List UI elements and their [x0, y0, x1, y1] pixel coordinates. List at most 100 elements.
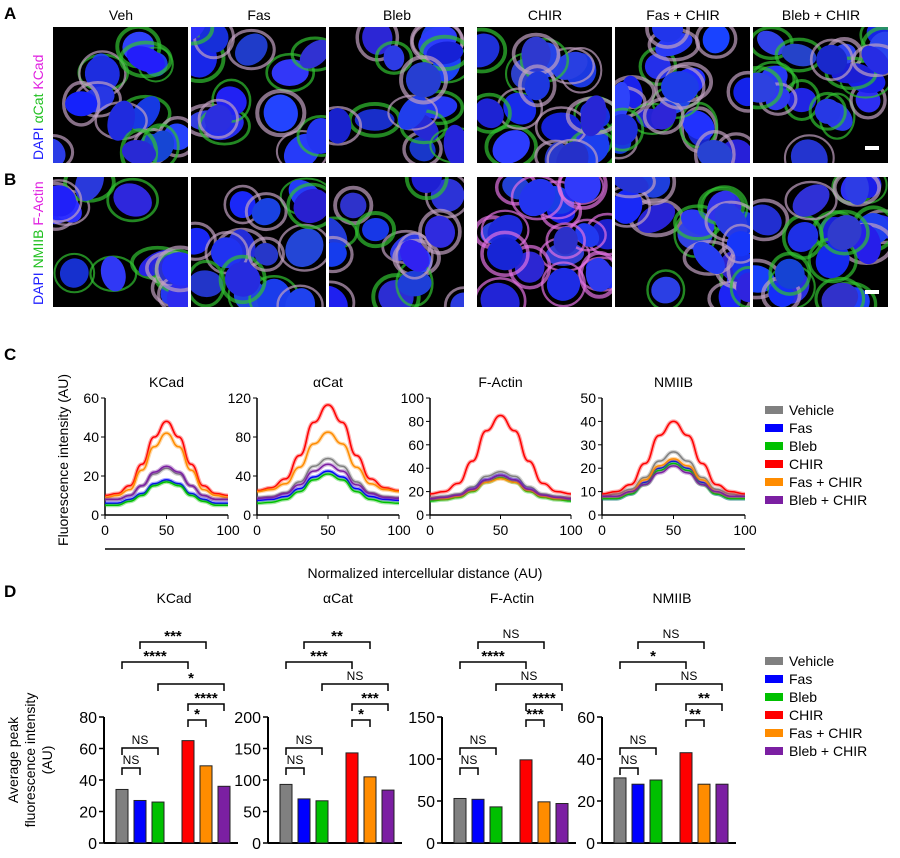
significance-bracket — [459, 767, 479, 775]
chart-title: KCad — [156, 590, 191, 606]
significance-bracket — [351, 719, 371, 727]
chart-title: αCat — [313, 374, 343, 390]
significance-bracket — [285, 747, 323, 755]
y-tick-label: 40 — [79, 773, 97, 790]
y-tick-label: 20 — [408, 484, 424, 500]
significance-label: **** — [532, 690, 556, 707]
series-line — [256, 473, 400, 505]
stain-label: DAPI — [30, 127, 46, 160]
bar — [381, 789, 395, 844]
y-tick-label: 0 — [243, 507, 251, 523]
significance-bracket — [187, 719, 207, 727]
series-line — [429, 474, 572, 500]
y-tick-label: 120 — [228, 390, 252, 406]
y-tick-label: 20 — [580, 460, 596, 476]
significance-label: NS — [630, 733, 647, 747]
panel-label-c: C — [4, 345, 17, 364]
significance-bracket — [139, 641, 207, 649]
bar — [537, 801, 551, 844]
significance-label: NS — [621, 753, 638, 767]
x-tick-label: 50 — [493, 522, 509, 538]
x-tick-label: 0 — [253, 522, 261, 538]
significance-label: NS — [470, 733, 487, 747]
y-tick-label: 50 — [580, 390, 596, 406]
legend-label: Fas + CHIR — [789, 725, 863, 741]
chart-title: KCad — [149, 374, 184, 390]
bar — [697, 783, 711, 844]
micrograph — [615, 27, 750, 163]
y-tick-label: 0 — [91, 507, 99, 523]
bar — [631, 783, 645, 844]
bar — [679, 752, 693, 844]
y-axis-label: Average peakfluorescence intensity(AU) — [5, 693, 55, 828]
legend-label: Fas + CHIR — [789, 474, 863, 490]
significance-bracket — [619, 767, 639, 775]
micrograph — [53, 177, 188, 307]
significance-bracket — [285, 661, 353, 669]
stain-row-label: DAPI NMIIB F-Actin — [30, 181, 46, 305]
bar — [315, 800, 329, 844]
stain-label: αCat — [30, 93, 46, 128]
series-line — [256, 457, 400, 499]
series-line — [601, 420, 746, 495]
bar — [115, 788, 129, 844]
legend-label: Fas — [789, 671, 812, 687]
series-line — [429, 476, 572, 502]
significance-bracket — [157, 683, 225, 691]
significance-label: *** — [361, 690, 379, 707]
y-tick-label: 60 — [408, 437, 424, 453]
micrograph — [329, 27, 464, 163]
y-tick-label: 0 — [586, 836, 595, 853]
stain-label: KCad — [30, 54, 46, 94]
panel-label-b: B — [4, 170, 17, 189]
bar — [181, 740, 195, 844]
significance-bracket — [121, 767, 141, 775]
bar — [151, 801, 165, 844]
scale-bar — [865, 290, 879, 294]
y-tick-label: 40 — [408, 460, 424, 476]
series-band — [429, 413, 572, 496]
significance-bracket — [655, 683, 723, 691]
significance-bracket — [477, 641, 545, 649]
bar — [471, 798, 485, 844]
significance-bracket — [525, 719, 545, 727]
y-tick-label: 20 — [83, 468, 99, 484]
y-tick-label: 150 — [234, 742, 261, 759]
stain-row-label: DAPI αCat KCad — [30, 55, 46, 160]
significance-label: * — [194, 706, 200, 723]
series-band — [256, 402, 400, 493]
bar — [453, 797, 467, 844]
micrograph — [191, 177, 326, 307]
legend-label: Bleb + CHIR — [789, 743, 867, 759]
legend-label: Bleb — [789, 689, 817, 705]
bar — [489, 806, 503, 844]
significance-label: ** — [331, 628, 343, 645]
micrograph — [477, 27, 612, 163]
y-tick-label: 0 — [588, 507, 596, 523]
significance-bracket — [459, 747, 497, 755]
y-tick-label: 100 — [401, 390, 425, 406]
significance-label: * — [188, 670, 194, 687]
significance-label: NS — [521, 669, 538, 683]
micrograph — [191, 27, 326, 163]
bar — [279, 783, 293, 844]
series-band — [602, 463, 745, 499]
series-line — [602, 462, 745, 500]
series-line — [429, 470, 572, 499]
x-tick-label: 0 — [598, 522, 606, 538]
significance-label: ** — [698, 690, 710, 707]
y-axis-label: Fluorescence intensity (AU) — [55, 374, 71, 546]
significance-label: NS — [132, 733, 149, 747]
micrograph — [53, 27, 188, 163]
legend-label: CHIR — [789, 456, 823, 472]
micrograph — [477, 177, 612, 307]
significance-label: * — [358, 706, 364, 723]
y-tick-label: 0 — [252, 836, 261, 853]
stain-label: NMIIB — [30, 229, 46, 273]
significance-label: NS — [123, 753, 140, 767]
chart-title: NMIIB — [653, 590, 692, 606]
x-tick-label: 100 — [733, 522, 757, 538]
series-line — [104, 432, 229, 499]
condition-title: Bleb + CHIR — [781, 7, 861, 23]
